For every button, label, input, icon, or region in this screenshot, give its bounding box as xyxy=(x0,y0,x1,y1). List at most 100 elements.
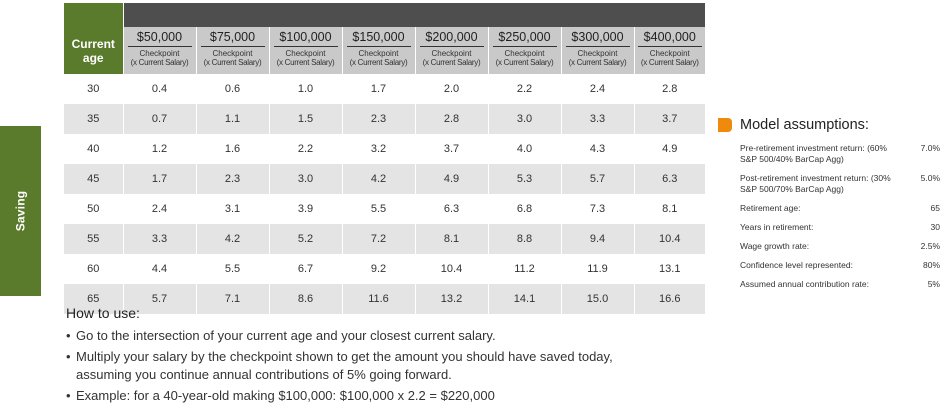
checkpoint-cell: 1.1 xyxy=(196,104,270,134)
checkpoint-cell: 9.4 xyxy=(561,224,635,254)
checkpoint-cell: 2.4 xyxy=(561,74,635,104)
checkpoint-cell: 8.1 xyxy=(634,194,705,224)
assumption-value: 65 xyxy=(930,203,940,213)
checkpoint-cell: 6.7 xyxy=(269,254,343,284)
checkpoint-cell: 5.2 xyxy=(269,224,343,254)
age-cell: 60 xyxy=(64,254,124,284)
checkpoint-cell: 2.3 xyxy=(196,164,270,194)
list-item: • Go to the intersection of your current … xyxy=(66,328,496,343)
table-header-row: Current age $50,000 Checkpoint (x Curren… xyxy=(64,27,705,74)
assumptions-list: Pre-retirement investment return: (60% S… xyxy=(718,143,940,290)
salary-column-header: $200,000 Checkpoint (x Current Salary) xyxy=(415,27,489,74)
checkpoint-cell: 2.2 xyxy=(488,74,562,104)
checkpoint-cell: 3.0 xyxy=(488,104,562,134)
salary-column-header: $400,000 Checkpoint (x Current Salary) xyxy=(634,27,705,74)
checkpoint-cell: 16.6 xyxy=(634,284,705,314)
checkpoint-cell: 4.2 xyxy=(342,164,416,194)
assumption-row: Retirement age: 65 xyxy=(718,203,940,214)
checkpoint-cell: 4.3 xyxy=(561,134,635,164)
table-row: 40 1.2 1.6 2.2 3.2 3.7 4.0 4.3 4.9 xyxy=(64,134,705,164)
table-row: 50 2.4 3.1 3.9 5.5 6.3 6.8 7.3 8.1 xyxy=(64,194,705,224)
assumption-value: 2.5% xyxy=(920,241,940,251)
checkpoint-cell: 1.2 xyxy=(123,134,197,164)
checkpoint-cell: 5.7 xyxy=(561,164,635,194)
assumption-value: 5.0% xyxy=(920,173,940,183)
assumption-label: Post-retirement investment return: (30% … xyxy=(740,173,891,194)
checkpoint-cell: 1.0 xyxy=(269,74,343,104)
salary-column-header: $250,000 Checkpoint (x Current Salary) xyxy=(488,27,562,74)
assumption-value: 7.0% xyxy=(920,143,940,153)
checkpoint-cell: 4.0 xyxy=(488,134,562,164)
checkpoint-cell: 6.3 xyxy=(634,164,705,194)
age-cell: 35 xyxy=(64,104,124,134)
checkpoint-cell: 3.9 xyxy=(269,194,343,224)
assumption-row: Wage growth rate: 2.5% xyxy=(718,241,940,252)
checkpoint-cell: 7.1 xyxy=(196,284,270,314)
age-cell: 45 xyxy=(64,164,124,194)
assumption-row: Post-retirement investment return: (30% … xyxy=(718,173,940,195)
table-row: 55 3.3 4.2 5.2 7.2 8.1 8.8 9.4 10.4 xyxy=(64,224,705,254)
checkpoint-cell: 10.4 xyxy=(634,224,705,254)
checkpoint-cell: 4.4 xyxy=(123,254,197,284)
assumption-row: Assumed annual contribution rate: 5% xyxy=(718,279,940,290)
checkpoint-cell: 3.2 xyxy=(342,134,416,164)
checkpoint-cell: 11.6 xyxy=(342,284,416,314)
checkpoint-cell: 15.0 xyxy=(561,284,635,314)
checkpoint-cell: 14.1 xyxy=(488,284,562,314)
checkpoint-cell: 5.5 xyxy=(342,194,416,224)
checkpoint-cell: 11.2 xyxy=(488,254,562,284)
table-row: 45 1.7 2.3 3.0 4.2 4.9 5.3 5.7 6.3 xyxy=(64,164,705,194)
checkpoint-cell: 1.7 xyxy=(123,164,197,194)
checkpoint-cell: 3.7 xyxy=(634,104,705,134)
assumption-row: Pre-retirement investment return: (60% S… xyxy=(718,143,940,165)
checkpoint-cell: 1.5 xyxy=(269,104,343,134)
table-top-band xyxy=(64,3,705,27)
checkpoint-cell: 5.3 xyxy=(488,164,562,194)
table-row: 35 0.7 1.1 1.5 2.3 2.8 3.0 3.3 3.7 xyxy=(64,104,705,134)
list-item: • Example: for a 40-year-old making $100,… xyxy=(66,388,495,403)
section-tab-saving: Saving xyxy=(0,126,41,296)
age-column-header: Current age xyxy=(64,27,124,74)
checkpoint-cell: 5.5 xyxy=(196,254,270,284)
salary-column-header: $50,000 Checkpoint (x Current Salary) xyxy=(123,27,197,74)
checkpoint-cell: 9.2 xyxy=(342,254,416,284)
orange-flag-icon xyxy=(718,118,732,132)
assumption-label: Years in retirement: xyxy=(740,222,814,232)
how-to-use-title: How to use: xyxy=(66,305,140,321)
model-assumptions-panel: Model assumptions: Pre-retirement invest… xyxy=(718,117,940,298)
checkpoint-cell: 11.9 xyxy=(561,254,635,284)
checkpoint-cell: 13.2 xyxy=(415,284,489,314)
assumption-row: Years in retirement: 30 xyxy=(718,222,940,233)
assumption-label: Retirement age: xyxy=(740,203,801,213)
table-row: 30 0.4 0.6 1.0 1.7 2.0 2.2 2.4 2.8 xyxy=(64,74,705,104)
assumption-label: Confidence level represented: xyxy=(740,260,853,270)
list-item: • Multiply your salary by the checkpoint … xyxy=(66,349,613,382)
salary-column-header: $150,000 Checkpoint (x Current Salary) xyxy=(342,27,416,74)
salary-column-header: $75,000 Checkpoint (x Current Salary) xyxy=(196,27,270,74)
age-cell: 55 xyxy=(64,224,124,254)
checkpoint-cell: 4.9 xyxy=(415,164,489,194)
checkpoint-cell: 7.3 xyxy=(561,194,635,224)
checkpoint-cell: 1.7 xyxy=(342,74,416,104)
assumption-value: 30 xyxy=(930,222,940,232)
checkpoint-cell: 8.8 xyxy=(488,224,562,254)
assumption-label: Pre-retirement investment return: (60% S… xyxy=(740,143,887,164)
section-tab-label: Saving xyxy=(13,190,28,232)
checkpoint-cell: 10.4 xyxy=(415,254,489,284)
assumption-label: Assumed annual contribution rate: xyxy=(740,279,869,289)
checkpoint-cell: 3.3 xyxy=(123,224,197,254)
checkpoint-cell: 13.1 xyxy=(634,254,705,284)
assumption-row: Confidence level represented: 80% xyxy=(718,260,940,271)
age-cell: 65 xyxy=(64,284,124,314)
checkpoint-cell: 2.8 xyxy=(634,74,705,104)
checkpoint-cell: 3.3 xyxy=(561,104,635,134)
checkpoint-cell: 4.9 xyxy=(634,134,705,164)
checkpoint-cell: 7.2 xyxy=(342,224,416,254)
salary-column-header: $300,000 Checkpoint (x Current Salary) xyxy=(561,27,635,74)
checkpoint-cell: 1.6 xyxy=(196,134,270,164)
checkpoint-cell: 5.7 xyxy=(123,284,197,314)
age-cell: 50 xyxy=(64,194,124,224)
assumption-value: 80% xyxy=(922,260,940,270)
checkpoint-cell: 0.6 xyxy=(196,74,270,104)
assumption-value: 5% xyxy=(927,279,940,289)
